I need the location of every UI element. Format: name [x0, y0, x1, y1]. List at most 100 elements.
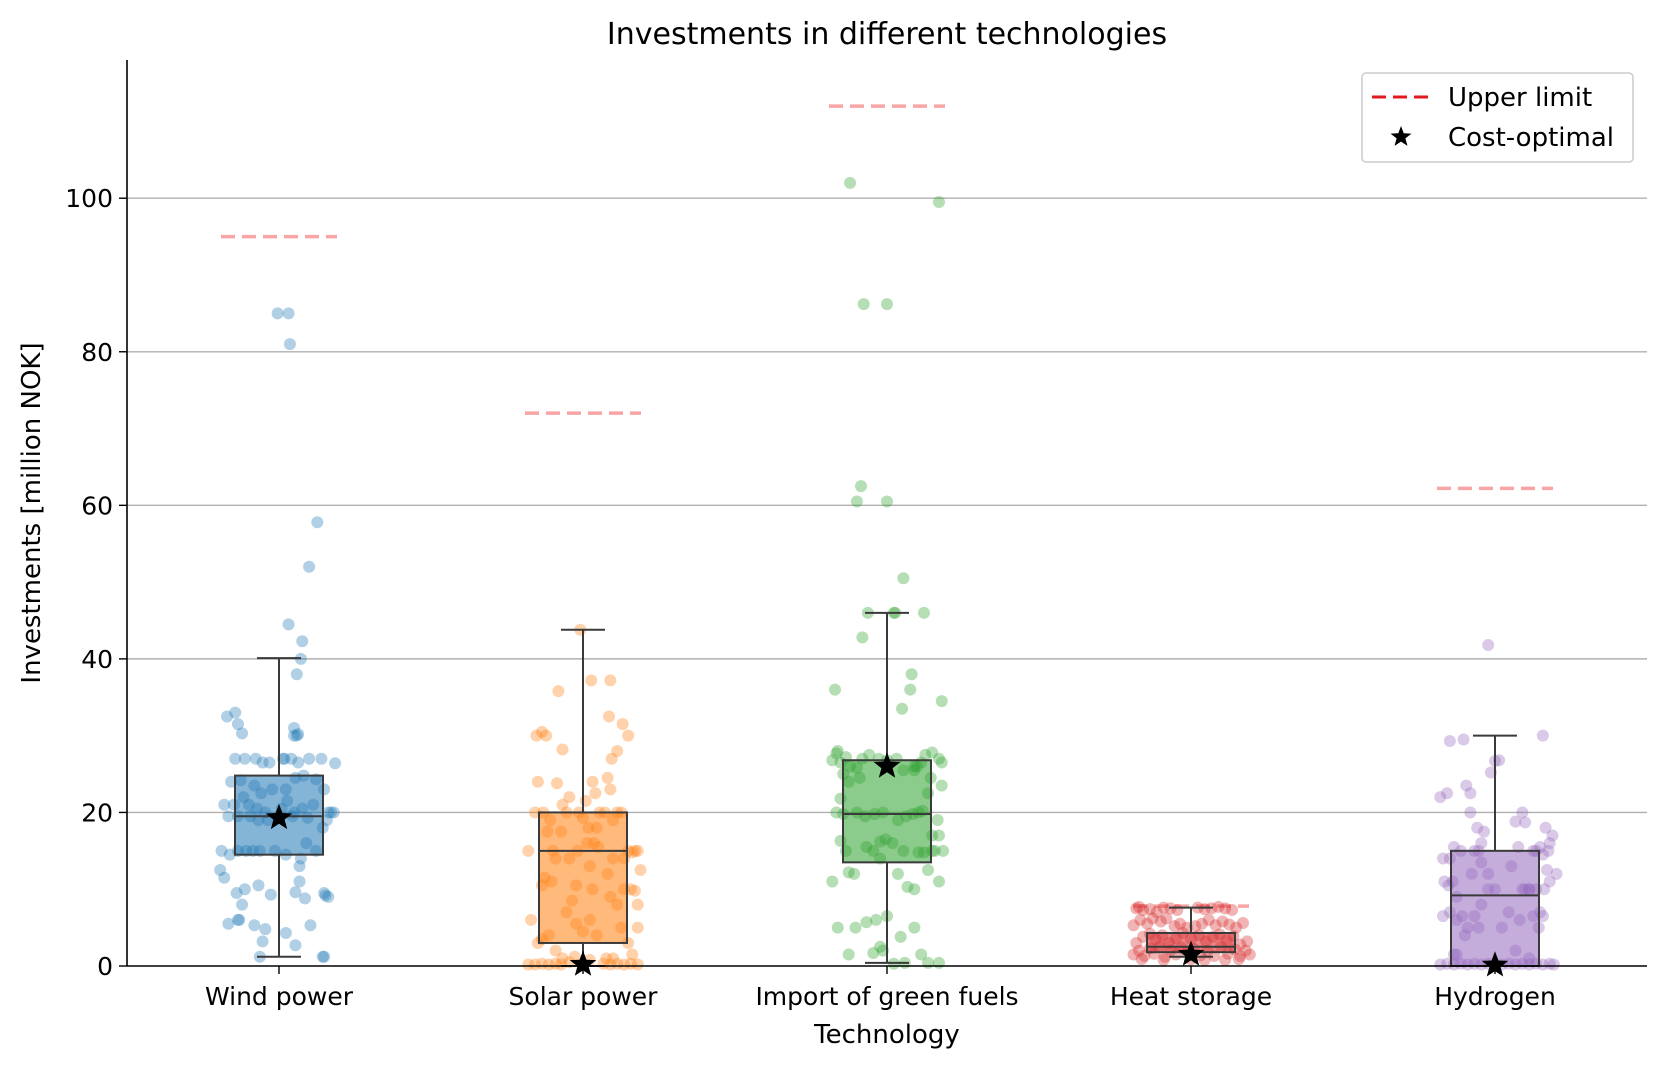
data-point: [1478, 825, 1491, 838]
data-point: [917, 606, 930, 619]
data-point: [1547, 958, 1560, 971]
data-point: [849, 921, 862, 934]
data-point: [1154, 915, 1167, 928]
data-point: [932, 829, 945, 842]
data-point: [282, 307, 295, 320]
data-point: [860, 916, 873, 929]
box-plots: [234, 611, 1540, 967]
data-point: [1241, 935, 1254, 948]
data-point: [290, 729, 303, 742]
data-point: [626, 948, 639, 961]
data-point: [932, 752, 945, 765]
data-point: [327, 806, 340, 819]
data-point: [1146, 912, 1159, 925]
data-point: [215, 844, 228, 857]
data-point: [932, 875, 945, 888]
data-point: [1159, 950, 1172, 963]
data-point: [604, 783, 617, 796]
data-point: [901, 880, 914, 893]
data-point: [525, 913, 538, 926]
cost-optimal-star: [873, 752, 901, 778]
data-point: [1434, 958, 1447, 971]
data-point: [292, 756, 305, 769]
data-point: [585, 674, 598, 687]
data-point: [264, 888, 277, 901]
data-point: [1543, 837, 1556, 850]
data-point: [908, 921, 921, 934]
data-point: [530, 729, 543, 742]
y-tick-label: 100: [65, 184, 113, 213]
data-point: [935, 756, 948, 769]
data-point: [263, 756, 276, 769]
data-point: [1434, 791, 1447, 804]
data-point: [214, 864, 227, 877]
data-point: [238, 883, 251, 896]
data-point: [542, 958, 555, 971]
data-point: [279, 926, 292, 939]
data-point: [604, 674, 617, 687]
data-point: [271, 307, 284, 320]
data-point: [876, 944, 889, 957]
data-point: [831, 745, 844, 758]
data-point: [231, 913, 244, 926]
data-point: [1133, 944, 1146, 957]
data-point: [218, 798, 231, 811]
data-point: [1127, 948, 1140, 961]
cost-optimal-star: [1481, 951, 1509, 977]
data-point: [1219, 953, 1232, 966]
data-point: [601, 771, 614, 784]
data-point: [522, 844, 535, 857]
data-point: [531, 775, 544, 788]
data-point: [229, 706, 242, 719]
data-point: [932, 196, 945, 209]
box: [538, 811, 628, 944]
data-point: [631, 958, 644, 971]
data-point: [891, 867, 904, 880]
data-point: [303, 560, 316, 573]
data-point: [1168, 920, 1181, 933]
data-point: [1234, 938, 1247, 951]
data-point: [1460, 779, 1473, 792]
data-point: [1202, 913, 1215, 926]
data-point: [230, 887, 243, 900]
data-point: [579, 794, 592, 807]
data-point: [1243, 948, 1256, 961]
data-point: [1239, 944, 1252, 957]
data-point: [556, 952, 569, 965]
data-point: [236, 898, 249, 911]
data-point: [904, 683, 917, 696]
data-point: [602, 710, 615, 723]
data-point: [922, 864, 935, 877]
data-point: [915, 948, 928, 961]
data-point: [631, 844, 644, 857]
data-point: [249, 752, 262, 765]
y-tick-label: 20: [81, 798, 113, 827]
x-axis-label: Technology: [813, 1020, 960, 1050]
data-point: [856, 631, 869, 644]
data-point: [1216, 915, 1229, 928]
data-point: [1141, 917, 1154, 930]
data-point: [222, 917, 235, 930]
data-point: [626, 846, 639, 859]
data-point: [604, 958, 617, 971]
data-point: [1464, 787, 1477, 800]
y-ticks: 0 20 40 60 80 100: [65, 184, 127, 981]
data-point: [931, 814, 944, 827]
data-point: [919, 748, 932, 761]
data-point: [318, 950, 331, 963]
cost-optimal-star: [265, 803, 293, 830]
data-point: [1437, 910, 1450, 923]
data-point: [315, 752, 328, 765]
data-point: [937, 844, 950, 857]
y-axis-label: Investments [million NOK]: [17, 342, 47, 683]
data-point: [826, 754, 839, 767]
data-point: [830, 806, 843, 819]
data-point: [252, 879, 265, 892]
x-tick-label: Wind power: [205, 982, 354, 1011]
data-point: [1441, 787, 1454, 800]
data-point: [1493, 754, 1506, 767]
box: [1450, 849, 1540, 967]
cost-optimal-markers: [265, 752, 1509, 977]
data-point: [618, 958, 631, 971]
